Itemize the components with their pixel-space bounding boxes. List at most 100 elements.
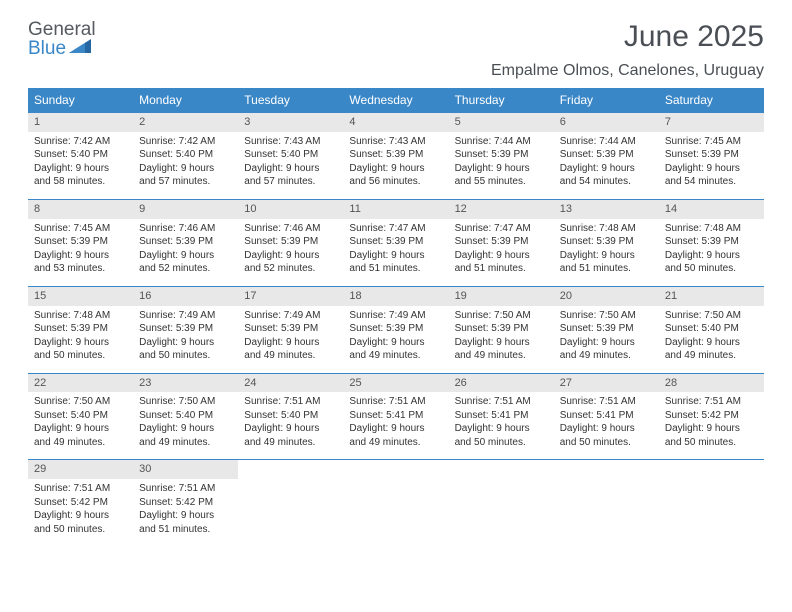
sunrise-line: Sunrise: 7:49 AM: [349, 309, 442, 323]
sunrise-line: Sunrise: 7:50 AM: [139, 395, 232, 409]
sunset-line: Sunset: 5:39 PM: [349, 322, 442, 336]
calendar-day-cell: 23Sunrise: 7:50 AMSunset: 5:40 PMDayligh…: [133, 373, 238, 460]
day-number: 7: [659, 113, 764, 132]
daylight-line: Daylight: 9 hours and 56 minutes.: [349, 162, 442, 189]
daylight-line: Daylight: 9 hours and 52 minutes.: [139, 249, 232, 276]
day-details: Sunrise: 7:44 AMSunset: 5:39 PMDaylight:…: [554, 132, 659, 199]
calendar-day-cell: 17Sunrise: 7:49 AMSunset: 5:39 PMDayligh…: [238, 286, 343, 373]
daylight-line: Daylight: 9 hours and 51 minutes.: [139, 509, 232, 536]
sunrise-line: Sunrise: 7:50 AM: [455, 309, 548, 323]
sunrise-line: Sunrise: 7:48 AM: [34, 309, 127, 323]
day-number: 10: [238, 200, 343, 219]
sunset-line: Sunset: 5:40 PM: [244, 409, 337, 423]
sunset-line: Sunset: 5:39 PM: [560, 322, 653, 336]
daylight-line: Daylight: 9 hours and 58 minutes.: [34, 162, 127, 189]
sunrise-line: Sunrise: 7:51 AM: [455, 395, 548, 409]
daylight-line: Daylight: 9 hours and 57 minutes.: [244, 162, 337, 189]
calendar-header-row: Sunday Monday Tuesday Wednesday Thursday…: [28, 88, 764, 113]
sunrise-line: Sunrise: 7:47 AM: [349, 222, 442, 236]
day-number: 13: [554, 200, 659, 219]
day-details: Sunrise: 7:50 AMSunset: 5:40 PMDaylight:…: [28, 392, 133, 459]
calendar-day-cell: 9Sunrise: 7:46 AMSunset: 5:39 PMDaylight…: [133, 199, 238, 286]
day-number: 6: [554, 113, 659, 132]
day-number: 18: [343, 287, 448, 306]
calendar-day-cell: [238, 460, 343, 546]
daylight-line: Daylight: 9 hours and 50 minutes.: [34, 336, 127, 363]
calendar-week-row: 29Sunrise: 7:51 AMSunset: 5:42 PMDayligh…: [28, 460, 764, 546]
sunrise-line: Sunrise: 7:51 AM: [560, 395, 653, 409]
daylight-line: Daylight: 9 hours and 49 minutes.: [34, 422, 127, 449]
calendar-day-cell: 29Sunrise: 7:51 AMSunset: 5:42 PMDayligh…: [28, 460, 133, 546]
sunset-line: Sunset: 5:39 PM: [560, 235, 653, 249]
day-details: Sunrise: 7:48 AMSunset: 5:39 PMDaylight:…: [554, 219, 659, 286]
calendar-day-cell: 7Sunrise: 7:45 AMSunset: 5:39 PMDaylight…: [659, 113, 764, 200]
day-number: 1: [28, 113, 133, 132]
day-details: Sunrise: 7:50 AMSunset: 5:40 PMDaylight:…: [133, 392, 238, 459]
day-number: 24: [238, 374, 343, 393]
day-details: Sunrise: 7:42 AMSunset: 5:40 PMDaylight:…: [133, 132, 238, 199]
calendar-day-cell: 18Sunrise: 7:49 AMSunset: 5:39 PMDayligh…: [343, 286, 448, 373]
col-header: Wednesday: [343, 88, 448, 113]
daylight-line: Daylight: 9 hours and 51 minutes.: [560, 249, 653, 276]
daylight-line: Daylight: 9 hours and 49 minutes.: [244, 422, 337, 449]
sunset-line: Sunset: 5:41 PM: [560, 409, 653, 423]
calendar-day-cell: 15Sunrise: 7:48 AMSunset: 5:39 PMDayligh…: [28, 286, 133, 373]
calendar-day-cell: 5Sunrise: 7:44 AMSunset: 5:39 PMDaylight…: [449, 113, 554, 200]
day-number: 15: [28, 287, 133, 306]
day-details: Sunrise: 7:49 AMSunset: 5:39 PMDaylight:…: [343, 306, 448, 373]
sunrise-line: Sunrise: 7:43 AM: [349, 135, 442, 149]
day-number: 22: [28, 374, 133, 393]
daylight-line: Daylight: 9 hours and 49 minutes.: [560, 336, 653, 363]
logo-text-line2: Blue: [28, 39, 66, 58]
sunrise-line: Sunrise: 7:51 AM: [244, 395, 337, 409]
day-details: Sunrise: 7:47 AMSunset: 5:39 PMDaylight:…: [449, 219, 554, 286]
sunset-line: Sunset: 5:40 PM: [34, 409, 127, 423]
calendar-day-cell: [343, 460, 448, 546]
sunrise-line: Sunrise: 7:44 AM: [455, 135, 548, 149]
sunset-line: Sunset: 5:39 PM: [560, 148, 653, 162]
day-details: Sunrise: 7:48 AMSunset: 5:39 PMDaylight:…: [28, 306, 133, 373]
sunset-line: Sunset: 5:39 PM: [139, 322, 232, 336]
daylight-line: Daylight: 9 hours and 49 minutes.: [244, 336, 337, 363]
day-number: 28: [659, 374, 764, 393]
calendar-day-cell: 2Sunrise: 7:42 AMSunset: 5:40 PMDaylight…: [133, 113, 238, 200]
day-number: 27: [554, 374, 659, 393]
calendar-day-cell: 16Sunrise: 7:49 AMSunset: 5:39 PMDayligh…: [133, 286, 238, 373]
daylight-line: Daylight: 9 hours and 50 minutes.: [560, 422, 653, 449]
day-details: Sunrise: 7:51 AMSunset: 5:42 PMDaylight:…: [133, 479, 238, 546]
day-number: 11: [343, 200, 448, 219]
calendar-day-cell: 26Sunrise: 7:51 AMSunset: 5:41 PMDayligh…: [449, 373, 554, 460]
day-details: Sunrise: 7:50 AMSunset: 5:39 PMDaylight:…: [554, 306, 659, 373]
calendar-day-cell: 25Sunrise: 7:51 AMSunset: 5:41 PMDayligh…: [343, 373, 448, 460]
day-number: 23: [133, 374, 238, 393]
day-details: Sunrise: 7:50 AMSunset: 5:40 PMDaylight:…: [659, 306, 764, 373]
sunrise-line: Sunrise: 7:46 AM: [139, 222, 232, 236]
day-details: Sunrise: 7:48 AMSunset: 5:39 PMDaylight:…: [659, 219, 764, 286]
sunset-line: Sunset: 5:39 PM: [665, 235, 758, 249]
day-details: Sunrise: 7:43 AMSunset: 5:39 PMDaylight:…: [343, 132, 448, 199]
calendar-day-cell: 30Sunrise: 7:51 AMSunset: 5:42 PMDayligh…: [133, 460, 238, 546]
daylight-line: Daylight: 9 hours and 49 minutes.: [455, 336, 548, 363]
daylight-line: Daylight: 9 hours and 49 minutes.: [349, 422, 442, 449]
sunrise-line: Sunrise: 7:49 AM: [139, 309, 232, 323]
calendar-table: Sunday Monday Tuesday Wednesday Thursday…: [28, 88, 764, 546]
daylight-line: Daylight: 9 hours and 49 minutes.: [665, 336, 758, 363]
sunset-line: Sunset: 5:39 PM: [455, 322, 548, 336]
sunset-line: Sunset: 5:42 PM: [34, 496, 127, 510]
logo: General Blue: [28, 20, 96, 58]
col-header: Tuesday: [238, 88, 343, 113]
sunset-line: Sunset: 5:39 PM: [139, 235, 232, 249]
sunset-line: Sunset: 5:39 PM: [34, 235, 127, 249]
day-number: 19: [449, 287, 554, 306]
daylight-line: Daylight: 9 hours and 50 minutes.: [455, 422, 548, 449]
calendar-day-cell: 1Sunrise: 7:42 AMSunset: 5:40 PMDaylight…: [28, 113, 133, 200]
day-details: Sunrise: 7:46 AMSunset: 5:39 PMDaylight:…: [133, 219, 238, 286]
calendar-day-cell: 11Sunrise: 7:47 AMSunset: 5:39 PMDayligh…: [343, 199, 448, 286]
day-number: 14: [659, 200, 764, 219]
col-header: Monday: [133, 88, 238, 113]
day-details: Sunrise: 7:50 AMSunset: 5:39 PMDaylight:…: [449, 306, 554, 373]
calendar-week-row: 22Sunrise: 7:50 AMSunset: 5:40 PMDayligh…: [28, 373, 764, 460]
sunrise-line: Sunrise: 7:45 AM: [665, 135, 758, 149]
sunset-line: Sunset: 5:41 PM: [455, 409, 548, 423]
daylight-line: Daylight: 9 hours and 55 minutes.: [455, 162, 548, 189]
